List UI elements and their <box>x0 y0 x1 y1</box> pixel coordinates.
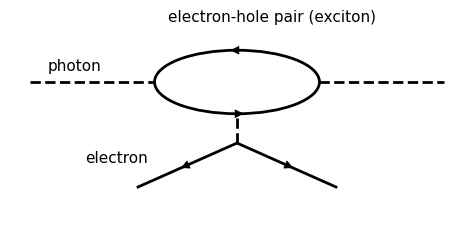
Text: electron-hole pair (exciton): electron-hole pair (exciton) <box>168 10 376 25</box>
Text: photon: photon <box>47 59 101 74</box>
Text: electron: electron <box>85 151 148 166</box>
